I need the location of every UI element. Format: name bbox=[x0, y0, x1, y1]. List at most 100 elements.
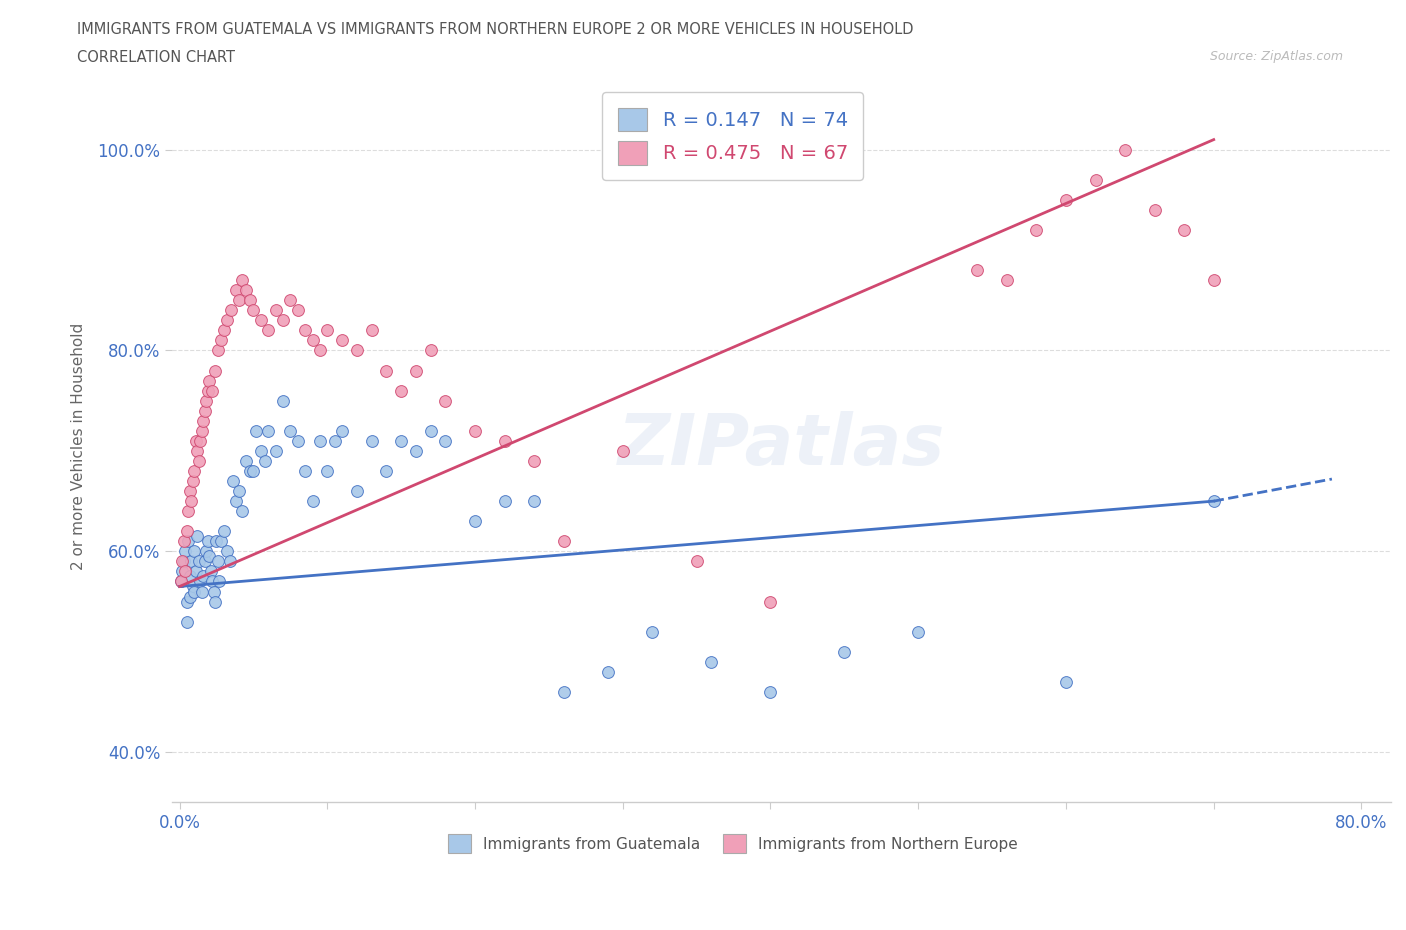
Point bbox=[494, 494, 516, 509]
Point bbox=[212, 524, 235, 538]
Point bbox=[301, 494, 323, 509]
Point bbox=[464, 423, 486, 438]
Point bbox=[202, 584, 225, 599]
Point bbox=[195, 544, 218, 559]
Point bbox=[389, 433, 412, 448]
Point bbox=[287, 433, 309, 448]
Point bbox=[242, 303, 264, 318]
Point bbox=[194, 404, 217, 418]
Point bbox=[239, 293, 262, 308]
Point bbox=[179, 589, 201, 604]
Point bbox=[294, 323, 316, 338]
Point bbox=[183, 463, 205, 478]
Point bbox=[176, 614, 198, 629]
Point bbox=[209, 333, 232, 348]
Point bbox=[215, 544, 238, 559]
Point bbox=[180, 494, 202, 509]
Point bbox=[177, 534, 200, 549]
Point bbox=[173, 534, 195, 549]
Point bbox=[280, 293, 302, 308]
Point bbox=[360, 433, 382, 448]
Point bbox=[173, 554, 195, 569]
Text: IMMIGRANTS FROM GUATEMALA VS IMMIGRANTS FROM NORTHERN EUROPE 2 OR MORE VEHICLES : IMMIGRANTS FROM GUATEMALA VS IMMIGRANTS … bbox=[77, 22, 914, 37]
Point bbox=[330, 423, 353, 438]
Point bbox=[257, 323, 280, 338]
Point bbox=[183, 544, 205, 559]
Point bbox=[207, 343, 229, 358]
Point bbox=[323, 433, 346, 448]
Point bbox=[228, 293, 250, 308]
Point bbox=[201, 574, 224, 589]
Point bbox=[264, 444, 287, 458]
Point bbox=[1114, 142, 1136, 157]
Point bbox=[316, 463, 339, 478]
Point bbox=[172, 564, 194, 578]
Point bbox=[197, 383, 219, 398]
Point bbox=[360, 323, 382, 338]
Point bbox=[249, 312, 271, 327]
Point bbox=[330, 333, 353, 348]
Point bbox=[176, 524, 198, 538]
Point bbox=[204, 363, 226, 378]
Point bbox=[612, 444, 634, 458]
Point bbox=[187, 454, 209, 469]
Point bbox=[419, 423, 441, 438]
Point bbox=[193, 413, 215, 428]
Point bbox=[180, 554, 202, 569]
Point bbox=[170, 574, 193, 589]
Point bbox=[405, 444, 427, 458]
Point bbox=[186, 529, 208, 544]
Text: CORRELATION CHART: CORRELATION CHART bbox=[77, 50, 235, 65]
Point bbox=[179, 484, 201, 498]
Point bbox=[685, 554, 707, 569]
Point bbox=[1054, 193, 1077, 207]
Point bbox=[641, 624, 664, 639]
Point bbox=[249, 444, 271, 458]
Point bbox=[375, 363, 398, 378]
Point bbox=[280, 423, 302, 438]
Point bbox=[225, 494, 247, 509]
Point bbox=[346, 343, 368, 358]
Point bbox=[254, 454, 277, 469]
Point bbox=[231, 504, 253, 519]
Point bbox=[207, 554, 229, 569]
Point bbox=[222, 473, 245, 488]
Point bbox=[301, 333, 323, 348]
Point bbox=[966, 262, 988, 277]
Point bbox=[1084, 172, 1107, 187]
Point bbox=[239, 463, 262, 478]
Point bbox=[195, 393, 218, 408]
Point bbox=[170, 574, 193, 589]
Point bbox=[174, 544, 197, 559]
Point bbox=[405, 363, 427, 378]
Point bbox=[184, 564, 207, 578]
Point bbox=[198, 373, 221, 388]
Point bbox=[553, 534, 575, 549]
Point bbox=[205, 534, 228, 549]
Point bbox=[176, 594, 198, 609]
Point bbox=[419, 343, 441, 358]
Point bbox=[193, 569, 215, 584]
Point bbox=[316, 323, 339, 338]
Point bbox=[204, 594, 226, 609]
Point bbox=[174, 564, 197, 578]
Point bbox=[245, 423, 267, 438]
Point bbox=[181, 473, 204, 488]
Point bbox=[235, 454, 257, 469]
Point bbox=[700, 655, 723, 670]
Point bbox=[172, 554, 194, 569]
Point bbox=[434, 433, 457, 448]
Point bbox=[194, 554, 217, 569]
Point bbox=[907, 624, 929, 639]
Point bbox=[346, 484, 368, 498]
Point bbox=[309, 433, 332, 448]
Point bbox=[188, 433, 211, 448]
Point bbox=[242, 463, 264, 478]
Text: ZIPatlas: ZIPatlas bbox=[617, 411, 945, 481]
Point bbox=[235, 283, 257, 298]
Point bbox=[759, 594, 782, 609]
Point bbox=[179, 569, 201, 584]
Point bbox=[389, 383, 412, 398]
Point bbox=[187, 554, 209, 569]
Point bbox=[225, 283, 247, 298]
